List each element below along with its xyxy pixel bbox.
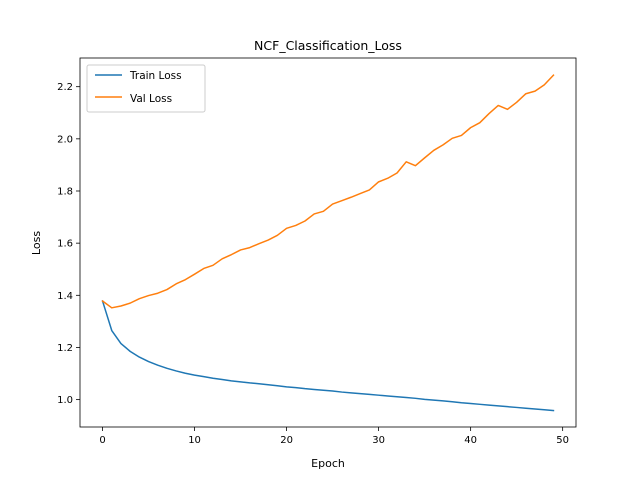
legend-label-val-loss: Val Loss	[130, 93, 172, 105]
y-tick-label: 1.8	[57, 186, 73, 197]
legend-label-train-loss: Train Loss	[129, 70, 182, 82]
y-tick-label: 1.2	[57, 343, 73, 354]
y-tick-label: 1.0	[57, 395, 73, 406]
x-axis: 0 10 20 30 40 50	[99, 427, 569, 446]
plot-frame	[79, 57, 577, 428]
legend: Train Loss Val Loss	[86, 64, 206, 113]
x-tick-label: 0	[99, 435, 105, 446]
y-axis-label: Loss	[30, 231, 43, 255]
x-axis-label: Epoch	[311, 457, 345, 470]
chart-title: NCF_Classification_Loss	[254, 38, 402, 53]
x-tick-label: 50	[556, 435, 569, 446]
series-line-val-loss	[101, 74, 555, 309]
y-tick-label: 2.0	[57, 134, 73, 145]
legend-box	[86, 64, 206, 113]
y-tick-label: 2.2	[57, 82, 73, 93]
y-tick-label: 1.4	[57, 291, 73, 302]
x-tick-label: 10	[188, 435, 201, 446]
x-tick-label: 30	[372, 435, 385, 446]
x-tick-label: 40	[464, 435, 477, 446]
y-axis: 1.0 1.2 1.4 1.6 1.8 2.0 2.2	[57, 82, 80, 406]
series-layer	[101, 74, 555, 412]
y-tick-label: 1.6	[57, 239, 73, 250]
series-line-train-loss	[101, 300, 555, 412]
x-tick-label: 20	[280, 435, 293, 446]
